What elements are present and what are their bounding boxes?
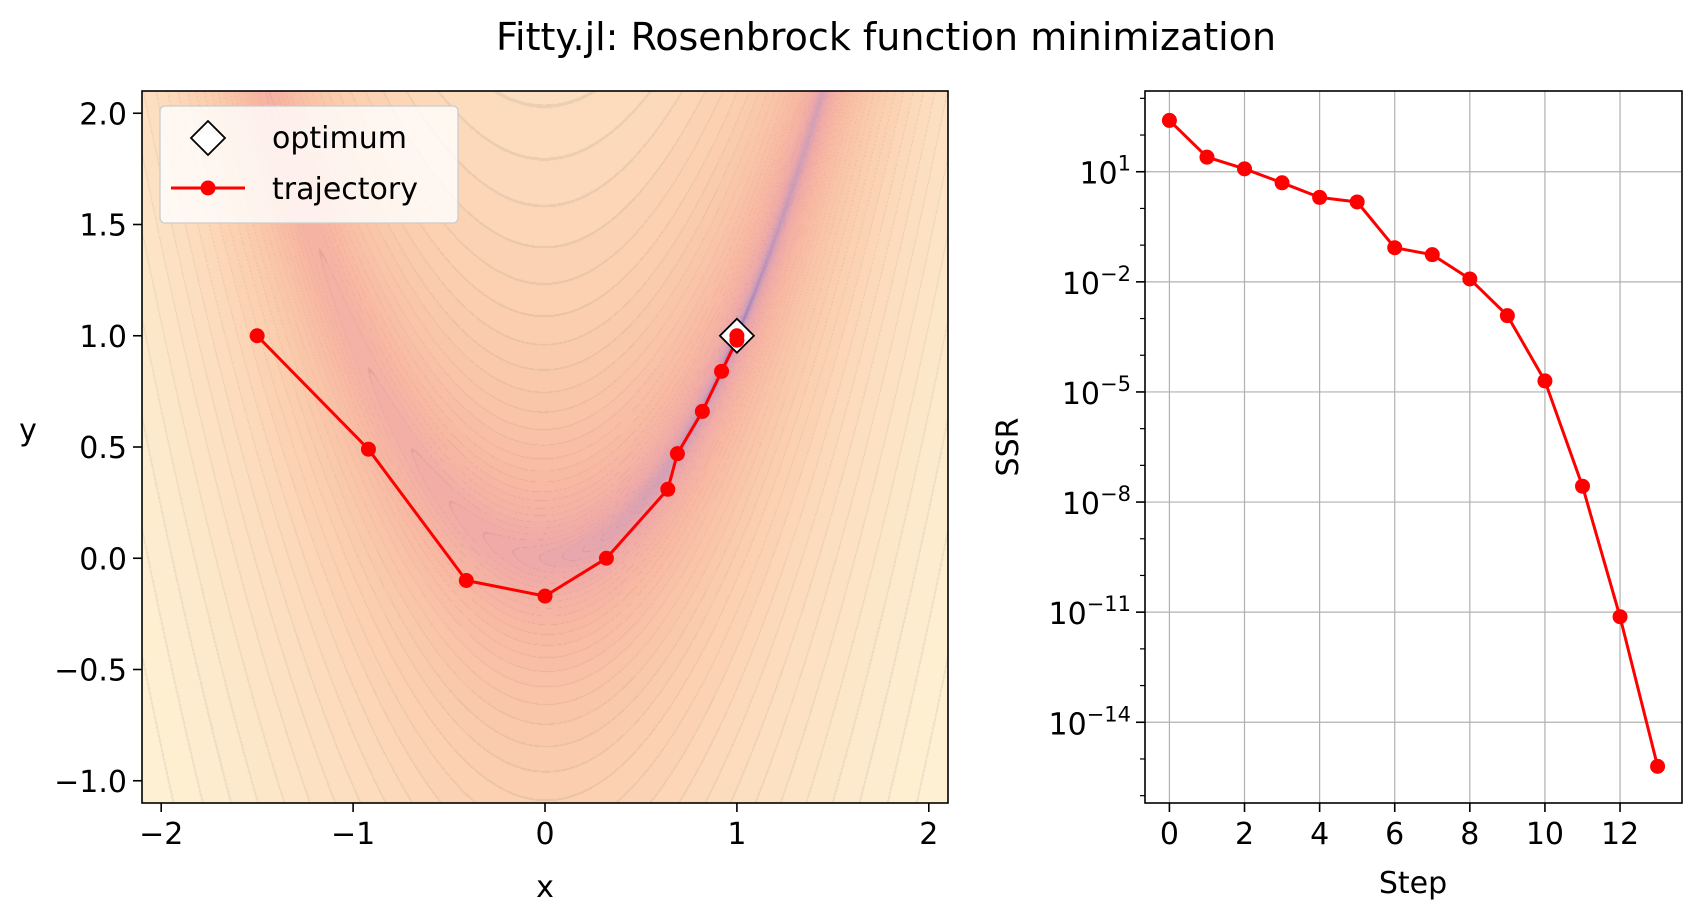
- contour-y-tick-label: −1.0: [54, 765, 127, 800]
- contour-y-tick-label: 2.0: [79, 97, 127, 132]
- trajectory-point: [458, 573, 474, 588]
- ssr-y-axis-label: SSR: [991, 418, 1026, 477]
- contour-x-tick-label: −1: [331, 817, 375, 852]
- ssr-point: [1424, 247, 1440, 263]
- trajectory-point: [669, 446, 685, 462]
- trajectory-point: [360, 441, 376, 457]
- ssr-x-tick-label: 0: [1160, 817, 1179, 852]
- ssr-y-tick-label: 10−11: [1048, 592, 1131, 632]
- legend: optimum trajectory: [159, 105, 459, 224]
- contour-x-axis: −2 −1 0 1 2: [139, 803, 938, 852]
- ssr-x-tick-label: 8: [1460, 817, 1479, 852]
- ssr-point: [1612, 609, 1628, 625]
- contour-y-tick-label: −0.5: [54, 654, 127, 689]
- ssr-point: [1574, 478, 1590, 494]
- legend-trajectory-marker: [200, 180, 216, 196]
- ssr-y-tick-label: 10−5: [1062, 372, 1131, 412]
- ssr-x-tick-label: 12: [1601, 817, 1639, 852]
- ssr-panel: 0 2 4 6 8 10 12 101 10−2 10−5 10−8 10−11 10−14 Step…: [991, 90, 1683, 901]
- ssr-line: [1168, 119, 1660, 767]
- ssr-y-axis: 101 10−2 10−5 10−8 10−11 10−14: [1048, 97, 1145, 797]
- ssr-point: [1237, 161, 1253, 177]
- contour-y-tick-label: 1.5: [79, 209, 127, 244]
- ssr-y-tick-label: 10−8: [1062, 482, 1131, 522]
- trajectory-point: [694, 403, 710, 419]
- contour-x-tick-label: 1: [727, 817, 746, 852]
- ssr-series: [1161, 112, 1666, 774]
- contour-x-tick-label: 0: [535, 817, 554, 852]
- ssr-point: [1199, 149, 1215, 165]
- legend-optimum-marker: [189, 119, 227, 157]
- ssr-plot-frame: [1144, 90, 1683, 804]
- legend-box: [159, 105, 459, 224]
- legend-trajectory-label: trajectory: [272, 172, 418, 207]
- ssr-point: [1462, 271, 1478, 287]
- legend-optimum-label: optimum: [272, 121, 407, 156]
- trajectory-series: [249, 317, 756, 604]
- ssr-point: [1387, 240, 1403, 256]
- ssr-x-axis: 0 2 4 6 8 10 12: [1160, 803, 1639, 852]
- contour-y-tick-label: 0.0: [79, 542, 127, 577]
- ssr-point: [1161, 112, 1177, 128]
- ssr-point: [1499, 308, 1515, 324]
- ssr-point: [1312, 189, 1328, 205]
- trajectory-point: [249, 328, 265, 344]
- ssr-x-axis-label: Step: [1379, 866, 1447, 901]
- ssr-point: [1650, 758, 1666, 774]
- ssr-x-tick-label: 4: [1310, 817, 1329, 852]
- ssr-grid: [1145, 91, 1682, 803]
- ssr-x-tick-label: 10: [1526, 817, 1564, 852]
- trajectory-point: [714, 363, 730, 379]
- ssr-x-tick-label: 2: [1235, 817, 1254, 852]
- ssr-y-tick-label: 10−14: [1048, 702, 1131, 742]
- ssr-point: [1274, 175, 1290, 191]
- contour-y-tick-label: 1.0: [79, 320, 127, 355]
- contour-x-axis-label: x: [536, 870, 554, 905]
- trajectory-point: [660, 481, 676, 497]
- contour-x-tick-label: −2: [139, 817, 183, 852]
- ssr-y-tick-label: 101: [1079, 152, 1131, 192]
- figure-title: Fitty.jl: Rosenbrock function minimizati…: [496, 15, 1276, 59]
- ssr-y-tick-label: 10−2: [1062, 262, 1131, 302]
- contour-y-axis-label: y: [19, 413, 37, 448]
- contour-x-tick-label: 2: [919, 817, 938, 852]
- trajectory-point: [598, 550, 614, 566]
- ssr-x-tick-label: 6: [1385, 817, 1404, 852]
- contour-panel: −2 −1 0 1 2 2.0 1.5 1.0 0.5 0.0 −0.5 −1.0 x y opti…: [19, 90, 949, 905]
- trajectory-point: [729, 328, 745, 344]
- ssr-point: [1349, 194, 1365, 210]
- contour-y-tick-label: 0.5: [79, 431, 127, 466]
- contour-y-axis: 2.0 1.5 1.0 0.5 0.0 −0.5 −1.0: [54, 97, 142, 800]
- ssr-point: [1537, 373, 1553, 389]
- trajectory-point: [537, 588, 553, 604]
